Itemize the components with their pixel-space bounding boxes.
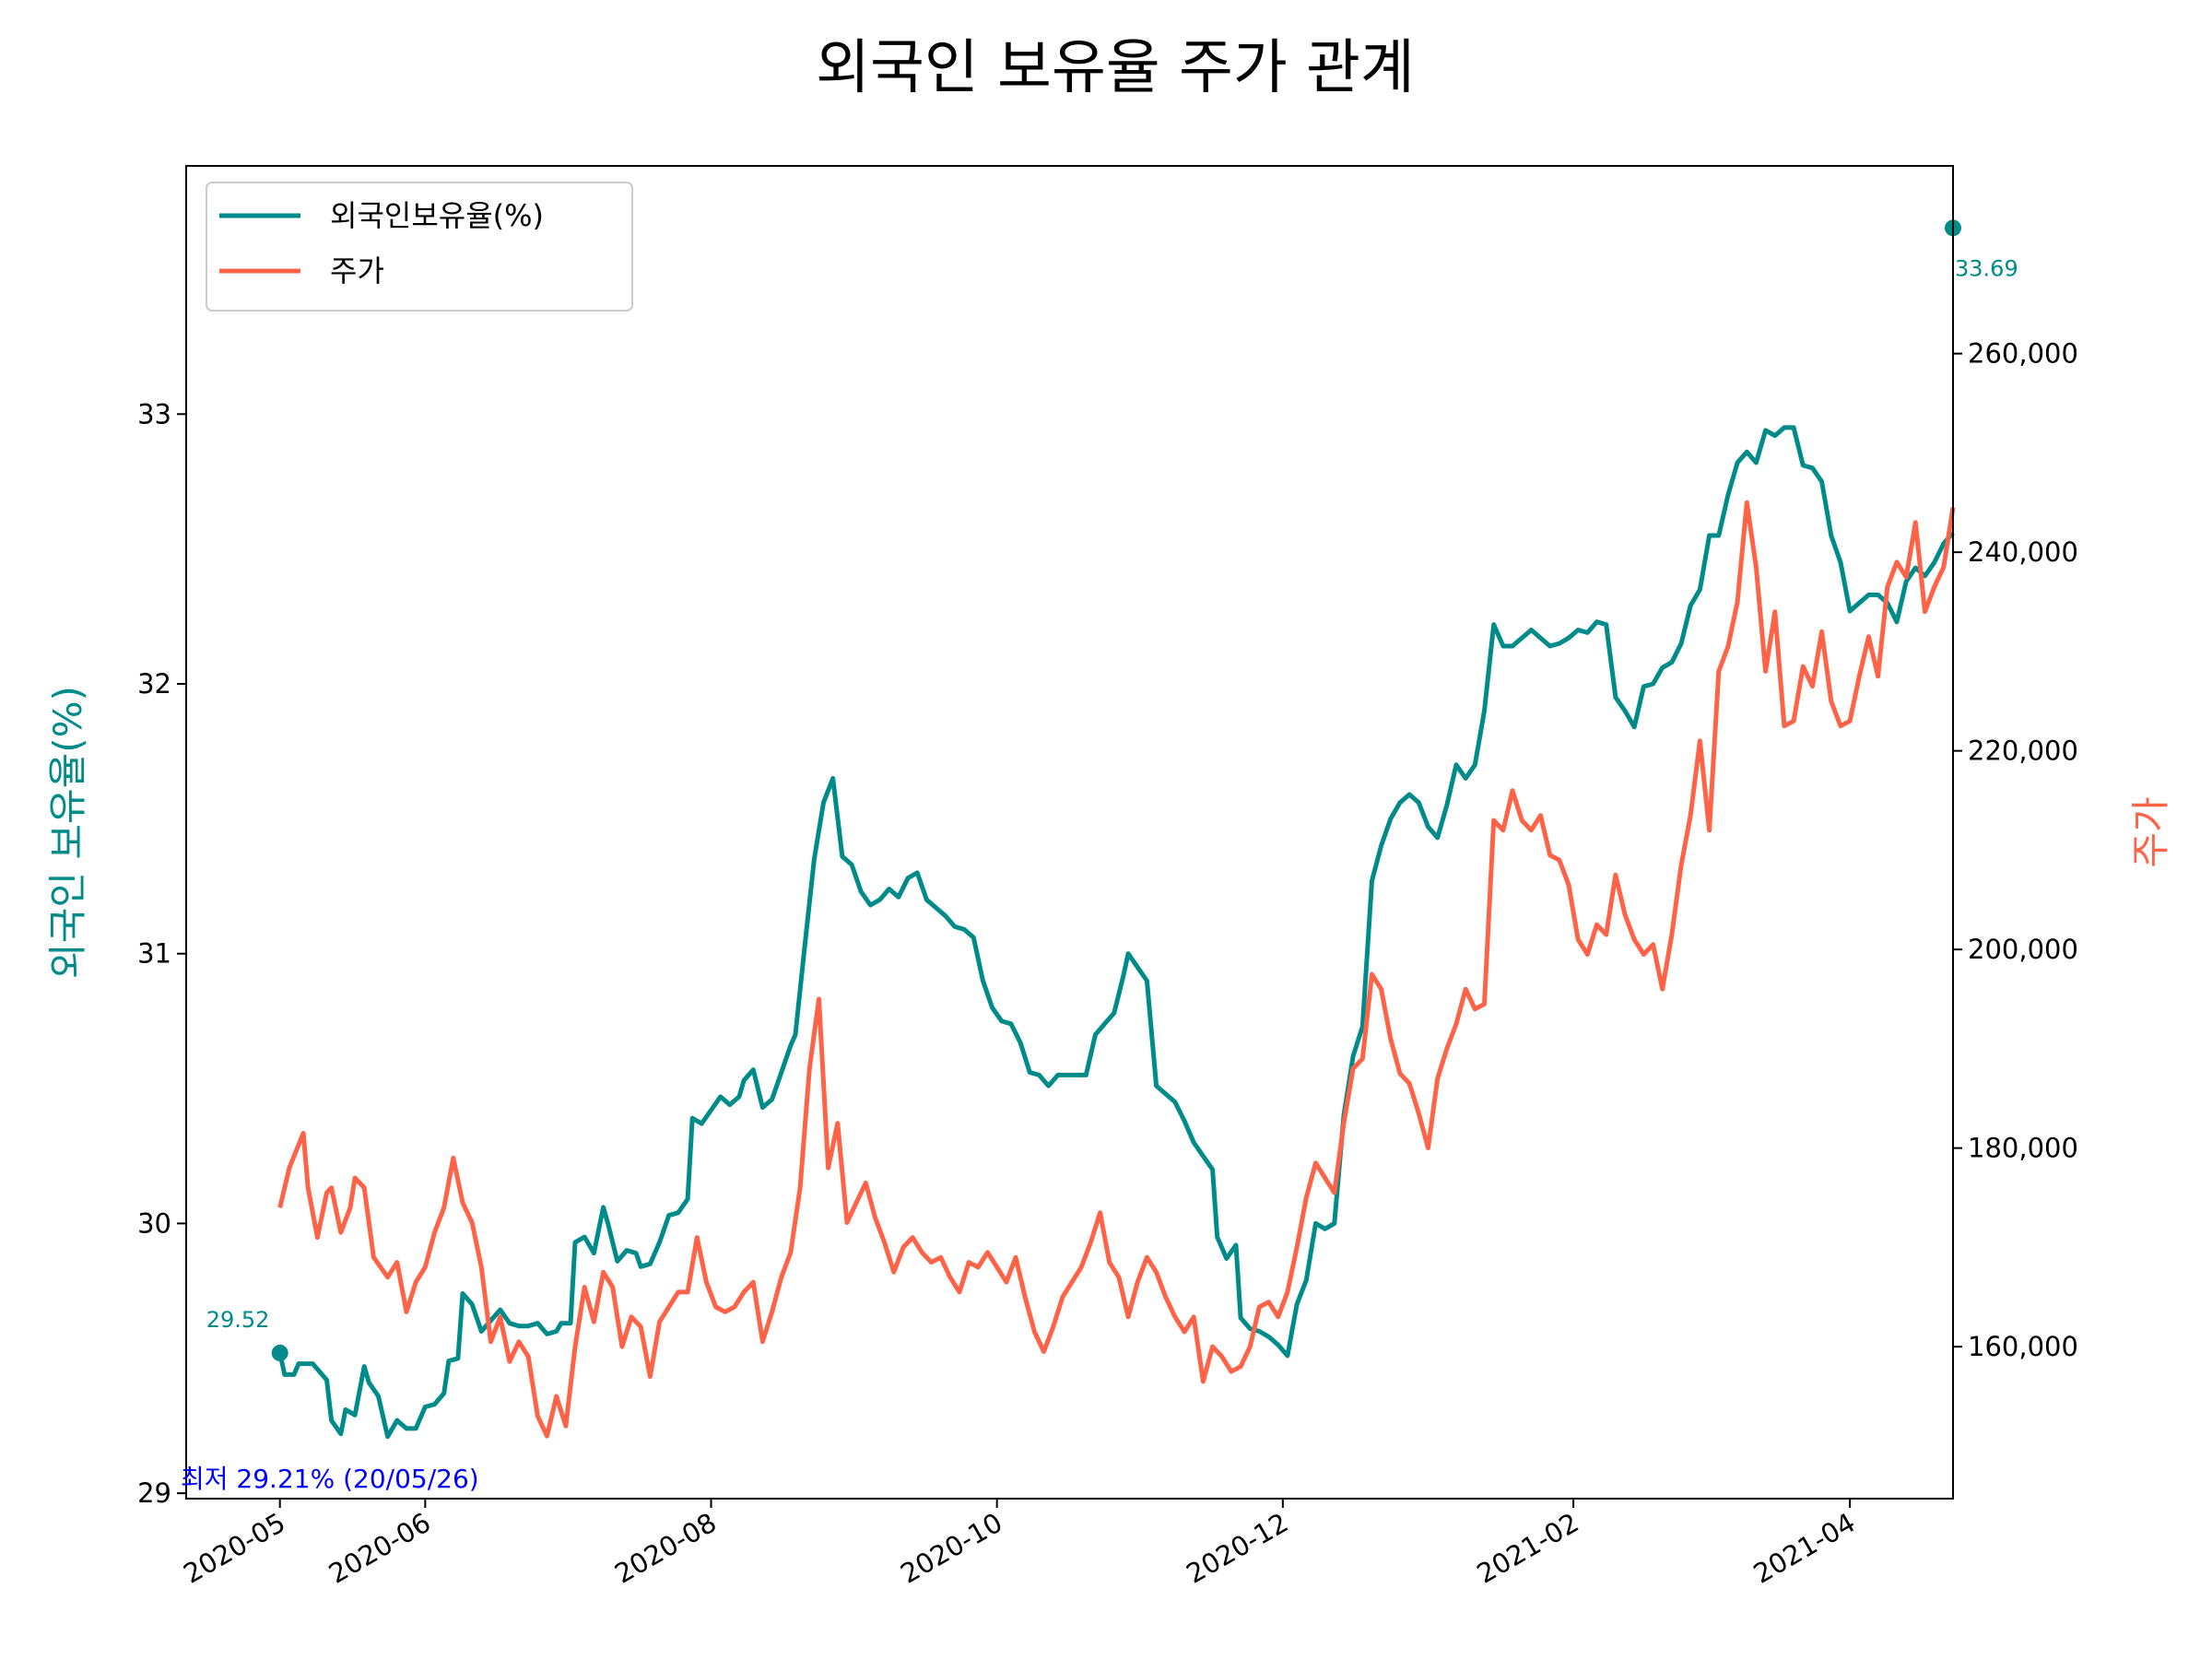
y-left-tick-label: 30 — [137, 1207, 171, 1239]
x-tick-label: 2020-05 — [178, 1507, 290, 1590]
y-axis-right-ticks: 160,000 180,000 200,000 220,000 240,000 260,0… — [1953, 338, 2078, 1362]
x-tick-label: 2020-10 — [895, 1507, 1007, 1590]
y-left-tick-label: 29 — [137, 1477, 171, 1509]
x-tick-label: 2021-02 — [1472, 1507, 1584, 1590]
y-left-tick-label: 33 — [137, 398, 171, 429]
x-tick-label: 2020-06 — [324, 1507, 436, 1590]
y-right-tick-label: 240,000 — [1968, 536, 2078, 568]
legend-label-foreign: 외국인보유율(%) — [330, 198, 544, 233]
y-axis-left-title: 외국인 보유율(%) — [45, 686, 90, 979]
plot-area: 29.52 33.69 — [206, 219, 2018, 1440]
y-right-tick-label: 160,000 — [1968, 1331, 2078, 1362]
y-left-tick-label: 32 — [137, 668, 171, 700]
y-right-tick-label: 200,000 — [1968, 934, 2078, 965]
plot-frame — [185, 165, 1954, 1500]
legend-box — [206, 182, 633, 312]
series-line-foreign — [277, 425, 1955, 1440]
series-line-price — [277, 500, 1956, 1439]
marker-start-label: 29.52 — [206, 1307, 270, 1333]
legend-label-price: 주가 — [330, 253, 384, 288]
y-axis-left-ticks: 29 30 31 32 33 — [137, 398, 186, 1509]
y-left-tick-label: 31 — [137, 938, 171, 970]
y-axis-right-title: 주가 — [2128, 796, 2173, 867]
x-tick-label: 2020-08 — [609, 1507, 722, 1590]
y-right-tick-label: 180,000 — [1968, 1133, 2078, 1164]
y-right-tick-label: 220,000 — [1968, 735, 2078, 767]
min-annotation: 최저 29.21% (20/05/26) — [181, 1464, 479, 1494]
legend: 외국인보유율(%) 주가 — [206, 182, 633, 312]
marker-start — [271, 1344, 288, 1361]
marker-end-label: 33.69 — [1955, 255, 2018, 281]
chart-title: 외국인 보유율 주가 관계 — [816, 34, 1415, 102]
y-right-tick-label: 260,000 — [1968, 338, 2078, 370]
x-axis-ticks: 2020-05 2020-06 2020-08 2020-10 2020-12 2021-… — [178, 1499, 1861, 1590]
x-tick-label: 2020-12 — [1181, 1507, 1293, 1590]
x-tick-label: 2021-04 — [1748, 1507, 1861, 1590]
